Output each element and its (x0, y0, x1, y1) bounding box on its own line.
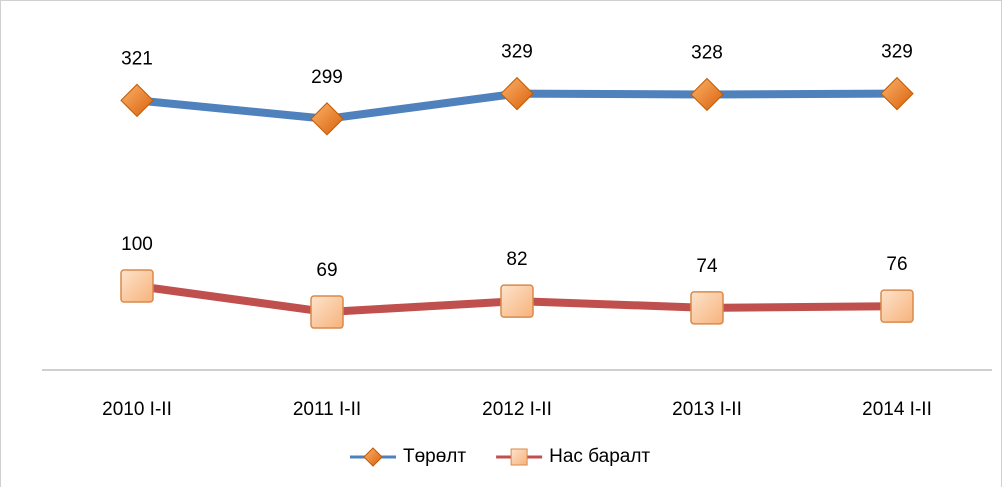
data-label: 321 (121, 48, 153, 69)
data-label: 329 (501, 42, 533, 63)
legend-marker (363, 447, 383, 467)
marker (120, 269, 154, 303)
marker (500, 284, 534, 318)
marker (310, 102, 344, 136)
marker (500, 76, 534, 111)
data-label: 329 (881, 42, 913, 63)
x-tick-label: 2010 I-II (102, 399, 172, 420)
x-tick-label: 2014 I-II (862, 399, 932, 420)
legend-label: Төрөлт (403, 446, 466, 467)
marker (880, 289, 914, 323)
marker (690, 291, 724, 325)
marker (310, 295, 344, 329)
x-tick-label: 2012 I-II (482, 399, 552, 420)
data-label: 328 (691, 42, 723, 63)
marker (880, 76, 914, 111)
data-label: 82 (506, 249, 527, 270)
x-tick-label: 2011 I-II (293, 399, 361, 420)
data-label: 100 (121, 234, 153, 255)
data-label: 74 (696, 256, 718, 277)
data-label: 299 (311, 67, 343, 88)
x-tick-label: 2013 I-II (672, 399, 742, 420)
marker (690, 77, 724, 112)
data-label: 69 (316, 260, 337, 281)
legend-label: Нас баралт (549, 446, 650, 467)
data-label: 76 (886, 254, 907, 275)
legend-marker (510, 448, 528, 466)
marker (120, 83, 154, 118)
